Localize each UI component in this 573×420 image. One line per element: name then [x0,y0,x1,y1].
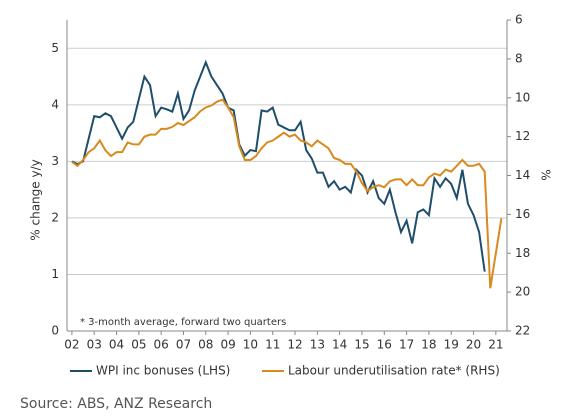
x-tick-label: 20 [466,338,481,352]
y2-tick-label: 6 [515,13,523,27]
y-tick-label: 1 [51,267,59,281]
y-tick-label: 2 [51,210,59,224]
x-tick-label: 05 [131,338,146,352]
y-tick-label: 0 [51,324,59,338]
y2-tick-label: 16 [515,207,530,221]
annotation: * 3-month average, forward two quarters [80,317,286,328]
y2-tick-label: 20 [515,285,530,299]
y-tick-label: 4 [51,97,59,111]
x-tick-label: 03 [87,338,102,352]
y2-axis-label: % [539,169,553,180]
legend-label: Labour underutilisation rate* (RHS) [288,364,500,378]
x-tick-label: 18 [421,338,436,352]
x-tick-label: 19 [444,338,459,352]
x-tick-label: 21 [488,338,503,352]
x-tick-label: 02 [64,338,79,352]
x-tick-label: 15 [354,338,369,352]
x-tick-label: 04 [109,338,124,352]
x-tick-label: 06 [154,338,169,352]
x-tick-label: 11 [265,338,280,352]
x-tick-label: 13 [310,338,325,352]
x-tick-label: 09 [220,338,235,352]
x-tick-label: 07 [176,338,191,352]
x-tick-label: 14 [332,338,347,352]
y-tick-label: 3 [51,154,59,168]
y2-tick-label: 18 [515,246,530,260]
x-tick-label: 10 [243,338,258,352]
x-tick-label: 08 [198,338,213,352]
y2-tick-label: 10 [515,90,530,104]
y2-tick-label: 8 [515,51,523,65]
series-line [71,98,503,289]
y-tick-label: 5 [51,41,59,55]
y2-tick-label: 22 [515,324,530,338]
series-line [71,59,486,272]
x-tick-label: 12 [287,338,302,352]
x-tick-label: 17 [399,338,414,352]
y2-tick-label: 12 [515,129,530,143]
y-axis-label: % change y/y [29,159,43,240]
y2-tick-label: 14 [515,168,530,182]
legend-label: WPI inc bonuses (LHS) [96,364,230,378]
source: Source: ABS, ANZ Research [20,396,212,412]
x-tick-label: 16 [377,338,392,352]
